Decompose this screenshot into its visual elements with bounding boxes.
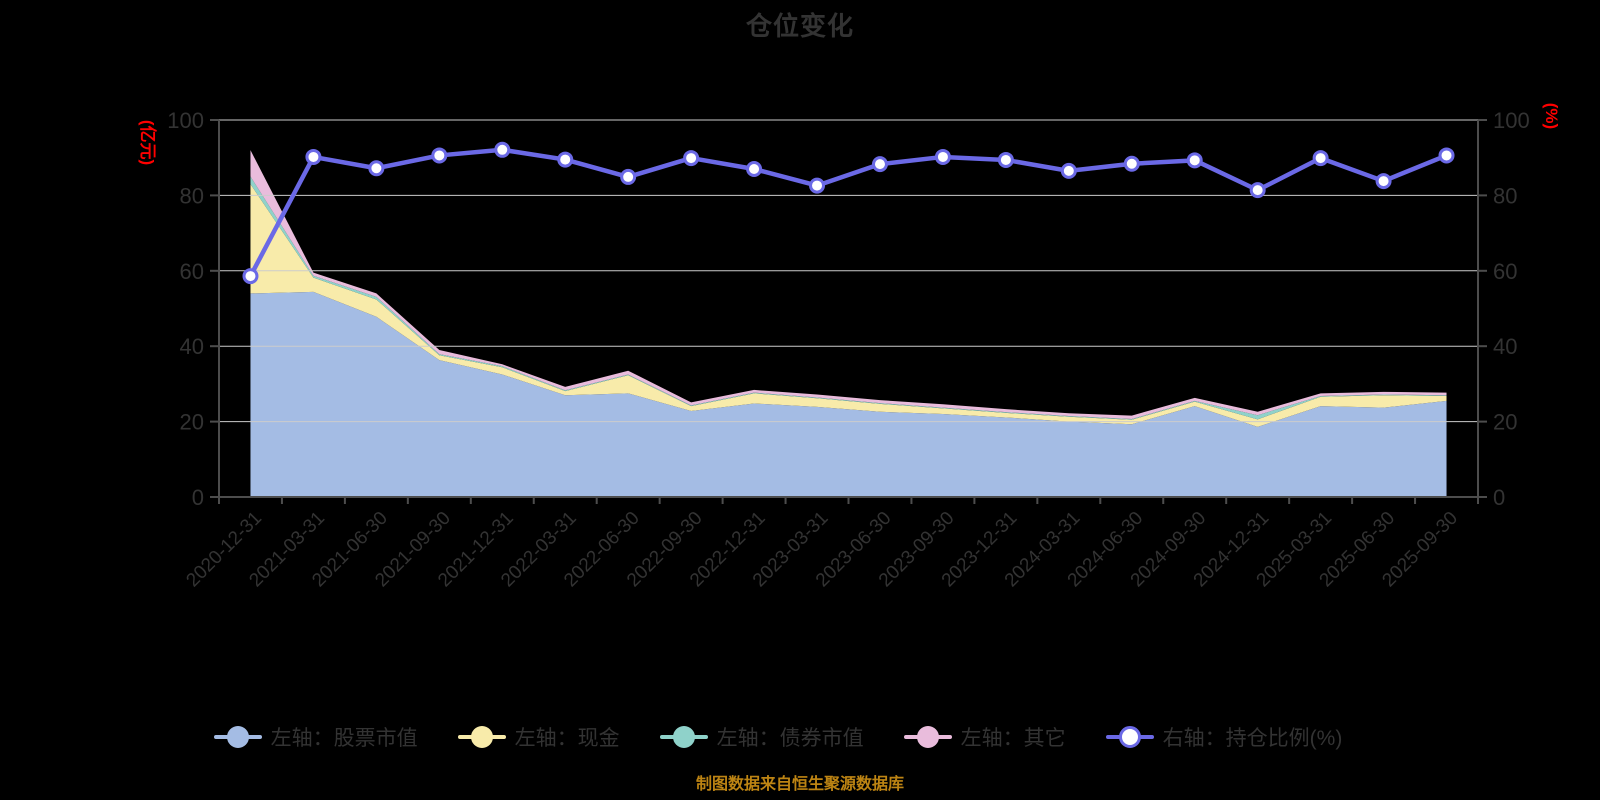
y-axis-label-left: 60 — [180, 259, 204, 284]
line-marker-icon — [431, 147, 448, 164]
y-axis-label-left: 80 — [180, 183, 204, 208]
y-axis-label-left: 20 — [180, 410, 204, 435]
y-axis-label-left: 0 — [192, 485, 204, 510]
line-marker-icon — [1249, 182, 1266, 199]
y-axis-label-left: 40 — [180, 334, 204, 359]
line-marker-icon — [1186, 152, 1203, 169]
y-axis-label-right: 100 — [1493, 108, 1530, 133]
legend-area-marker-icon — [659, 724, 708, 750]
y-axis-label-right: 40 — [1493, 334, 1517, 359]
legend-line-marker-icon — [1105, 724, 1154, 750]
legend-item-area-2[interactable]: 左轴：债券市值 — [659, 722, 864, 752]
line-marker-icon — [683, 150, 700, 167]
legend-item-line-4[interactable]: 右轴：持仓比例(%) — [1105, 722, 1343, 752]
line-marker-icon — [1375, 173, 1392, 190]
line-marker-icon — [997, 151, 1014, 168]
y-axis-label-right: 20 — [1493, 410, 1517, 435]
area-series-1 — [250, 184, 1447, 427]
area-series-0 — [250, 291, 1447, 497]
legend-label: 左轴：股票市值 — [270, 727, 418, 750]
line-marker-icon — [305, 148, 322, 165]
legend-item-area-3[interactable]: 左轴：其它 — [903, 722, 1066, 752]
legend-area-marker-icon — [213, 724, 262, 750]
line-marker-icon — [557, 151, 574, 168]
line-marker-icon — [1438, 147, 1455, 164]
line-series — [248, 147, 1449, 279]
line-marker-icon — [620, 168, 637, 185]
line-marker-icon — [871, 156, 888, 173]
legend-item-area-1[interactable]: 左轴：现金 — [457, 722, 620, 752]
line-marker-icon — [1060, 162, 1077, 179]
y-axis-label-left: 100 — [167, 108, 204, 133]
legend: 左轴：股票市值 左轴：现金 左轴：债券市值 左轴：其它 右轴：持仓比例(%) — [0, 722, 1578, 752]
legend-area-marker-icon — [457, 724, 506, 750]
chart-title: 仓位变化 — [745, 11, 854, 41]
legend-label: 左轴：现金 — [514, 727, 620, 750]
y-axis-label-right: 80 — [1493, 183, 1517, 208]
source-note: 制图数据来自恒生聚源数据库 — [695, 776, 904, 793]
line-marker-icon — [1312, 150, 1329, 167]
y-axis-label-right: 0 — [1493, 485, 1505, 510]
legend-item-area-0[interactable]: 左轴：股票市值 — [213, 722, 418, 752]
line-marker-icon — [242, 268, 259, 285]
line-marker-icon — [1123, 155, 1140, 172]
y-axis-label-right: 60 — [1493, 259, 1517, 284]
legend-label: 右轴：持仓比例(%) — [1162, 727, 1343, 750]
line-marker-icon — [494, 141, 511, 158]
line-marker-icon — [809, 177, 826, 194]
legend-label: 左轴：其它 — [960, 727, 1066, 750]
line-marker-icon — [746, 161, 763, 178]
line-marker-icon — [368, 160, 385, 177]
legend-area-marker-icon — [903, 724, 952, 750]
line-marker-icon — [934, 148, 951, 165]
legend-label: 左轴：债券市值 — [716, 727, 864, 750]
